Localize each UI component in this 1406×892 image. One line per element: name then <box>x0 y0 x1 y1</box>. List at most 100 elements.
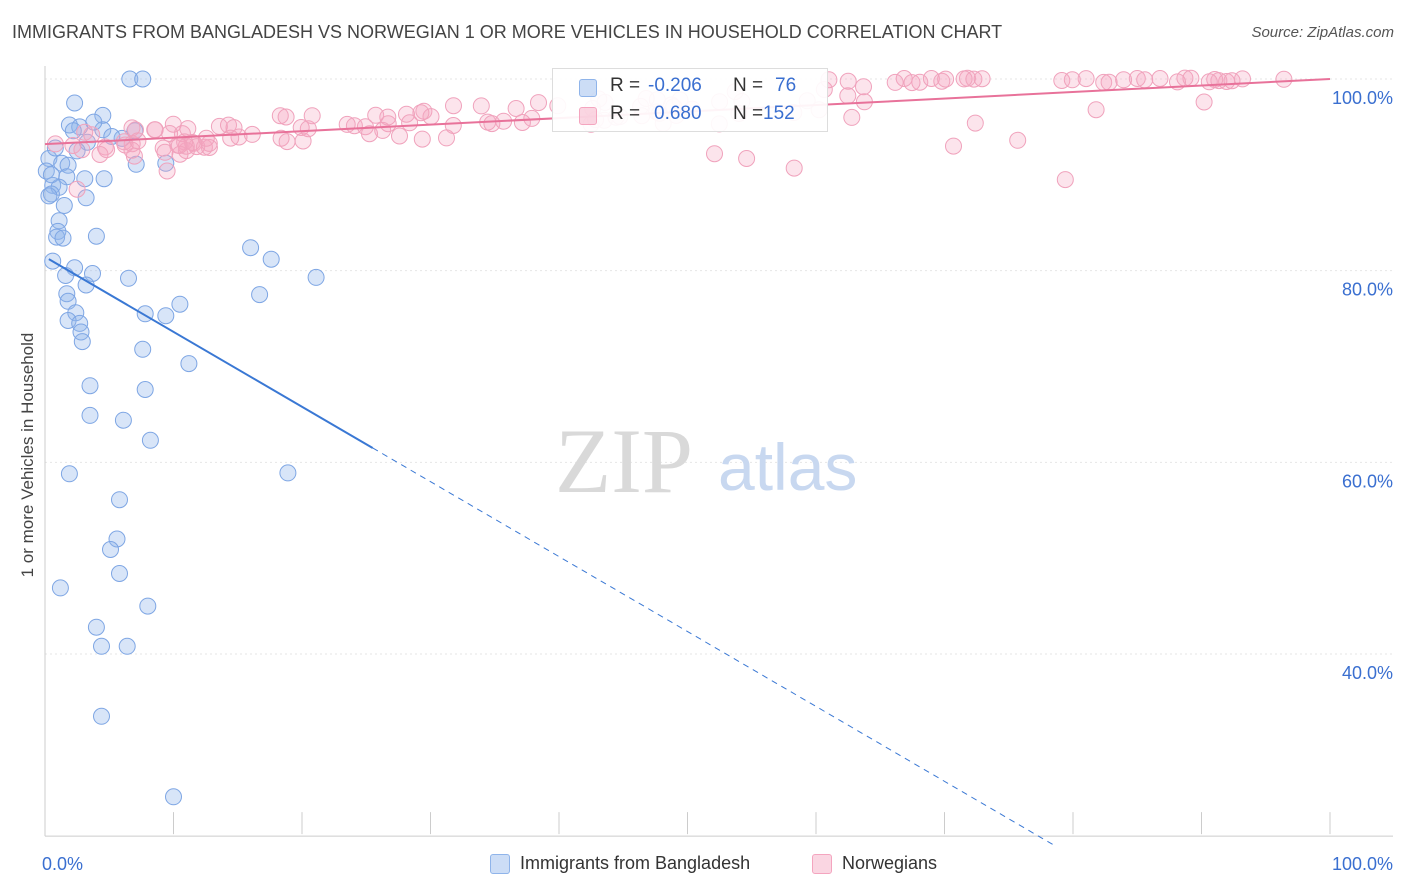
point-norwegians <box>1223 72 1241 90</box>
point-norwegians <box>843 108 861 126</box>
point-norwegians <box>1077 70 1095 88</box>
legend-r-value-bangladesh: -0.206 <box>648 75 702 96</box>
point-norwegians <box>1115 71 1133 89</box>
point-norwegians <box>1200 73 1218 91</box>
point-norwegians <box>937 70 955 88</box>
point-norwegians <box>472 97 490 115</box>
point-bangladesh <box>165 788 182 806</box>
point-norwegians <box>1136 71 1154 89</box>
point-norwegians <box>945 137 962 155</box>
point-bangladesh <box>94 106 112 124</box>
point-norwegians <box>83 126 101 144</box>
point-norwegians <box>68 180 86 198</box>
legend-swatch-bangladesh <box>579 79 597 97</box>
point-bangladesh <box>108 530 126 548</box>
point-bangladesh <box>102 541 119 558</box>
bottom-legend-label-norwegians: Norwegians <box>842 853 938 873</box>
point-bangladesh <box>136 381 154 398</box>
point-norwegians <box>839 72 857 90</box>
point-norwegians <box>73 141 91 159</box>
point-norwegians <box>146 121 164 139</box>
bottom-legend-swatch-norwegians <box>812 854 832 874</box>
point-bangladesh <box>118 637 136 655</box>
point-norwegians <box>303 107 321 125</box>
point-norwegians <box>1275 70 1293 88</box>
point-bangladesh <box>55 197 73 214</box>
x-tick-label: 100.0% <box>1332 854 1393 874</box>
point-bangladesh <box>171 295 189 313</box>
trendline-bangladesh <box>48 258 374 449</box>
point-norwegians <box>123 141 141 159</box>
point-bangladesh <box>66 94 84 112</box>
point-norwegians <box>1195 93 1213 111</box>
x-tick-label: 0.0% <box>42 854 83 874</box>
bottom-legend-label-bangladesh: Immigrants from Bangladesh <box>520 853 751 873</box>
point-norwegians <box>1056 171 1074 189</box>
point-bangladesh <box>262 250 280 268</box>
point-bangladesh <box>307 268 325 286</box>
trendline-bangladesh-extrapolated <box>372 447 1054 846</box>
point-norwegians <box>299 120 317 138</box>
point-bangladesh <box>95 170 113 188</box>
point-bangladesh <box>81 406 99 424</box>
point-norwegians <box>225 119 243 137</box>
legend-r-label: R = <box>610 103 641 124</box>
point-bangladesh <box>40 150 58 167</box>
watermark-atlas: atlas <box>718 430 857 504</box>
legend-row-bangladesh: R = -0.206 N = 76 <box>553 73 827 101</box>
point-norwegians <box>277 108 295 126</box>
point-bangladesh <box>251 286 269 304</box>
point-bangladesh <box>93 637 110 655</box>
point-bangladesh <box>42 185 60 203</box>
point-bangladesh <box>111 565 128 582</box>
legend-r-value-norwegians: 0.680 <box>654 103 702 124</box>
point-norwegians <box>922 70 940 87</box>
point-norwegians <box>903 74 921 92</box>
point-bangladesh <box>139 597 157 615</box>
point-norwegians <box>197 129 215 147</box>
point-norwegians <box>1100 73 1118 91</box>
point-norwegians <box>886 73 904 91</box>
legend-n-value-bangladesh: 76 <box>775 75 797 96</box>
point-bangladesh <box>87 227 105 245</box>
point-norwegians <box>483 115 501 133</box>
point-bangladesh <box>60 465 78 483</box>
point-norwegians <box>1063 71 1081 89</box>
legend-n-value-norwegians: 152 <box>763 103 795 124</box>
point-norwegians <box>955 70 973 88</box>
legend-swatch-norwegians <box>579 107 597 125</box>
point-bangladesh <box>81 377 99 395</box>
legend-r-label: R = <box>610 75 641 96</box>
point-norwegians <box>98 141 116 159</box>
point-bangladesh <box>180 355 198 373</box>
bottom-legend-swatch-bangladesh <box>490 854 510 874</box>
point-norwegians <box>222 129 240 147</box>
point-norwegians <box>1151 70 1169 87</box>
point-bangladesh <box>51 579 69 597</box>
point-bangladesh <box>120 269 137 287</box>
legend-row-norwegians: R = 0.680 N = 152 <box>553 101 827 129</box>
point-norwegians <box>412 104 430 122</box>
point-bangladesh <box>93 707 110 725</box>
point-bangladesh <box>111 491 128 509</box>
point-norwegians <box>445 97 462 115</box>
watermark-zip: ZIP <box>555 410 693 512</box>
y-tick-label: 40.0% <box>1342 663 1393 683</box>
point-norwegians <box>200 139 218 156</box>
point-norwegians <box>530 94 547 112</box>
point-bangladesh <box>279 464 297 482</box>
point-norwegians <box>785 159 803 177</box>
point-bangladesh <box>157 307 175 325</box>
point-norwegians <box>738 150 756 167</box>
point-norwegians <box>170 137 188 154</box>
point-norwegians <box>413 130 431 148</box>
point-bangladesh <box>42 166 60 184</box>
y-tick-label: 80.0% <box>1342 280 1393 300</box>
point-bangladesh <box>87 618 105 636</box>
point-norwegians <box>438 129 455 147</box>
point-norwegians <box>64 137 82 154</box>
point-norwegians <box>278 133 296 151</box>
legend-n-label: N = <box>733 75 764 96</box>
point-bangladesh <box>40 187 58 205</box>
